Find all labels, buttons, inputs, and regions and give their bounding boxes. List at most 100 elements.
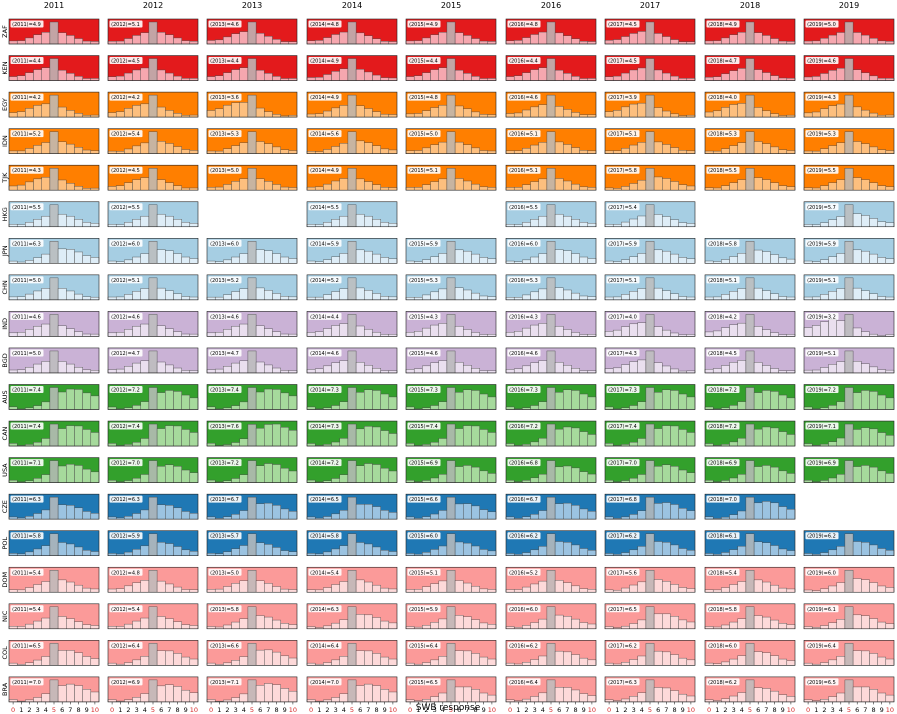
bar-TJK-2016-4 bbox=[538, 178, 548, 191]
bar-KEN-2014-8 bbox=[372, 74, 381, 81]
bar-DOM-2013-10 bbox=[288, 589, 298, 593]
bar-CHN-2014-6 bbox=[355, 287, 365, 301]
bar-NIC-2012-0 bbox=[107, 626, 117, 629]
bar-EGY-2017-7 bbox=[662, 110, 671, 118]
bar-TJK-2014-10 bbox=[388, 187, 398, 191]
panel-EGY-2014: ⟨2014⟩=4.9 bbox=[306, 91, 398, 118]
x-tick-label-2017-10: 10 bbox=[687, 706, 695, 714]
bar-AUS-2014-5 bbox=[347, 387, 357, 410]
bar-HKG-2012-7 bbox=[165, 215, 174, 227]
panel-frame bbox=[306, 566, 398, 593]
bar-CAN-2016-7 bbox=[563, 426, 572, 447]
panel-COL-2015: ⟨2015⟩=6.4 bbox=[405, 640, 497, 666]
bar-CHN-2014-2 bbox=[323, 294, 332, 301]
bar-IDN-2019-10 bbox=[885, 150, 895, 154]
bar-NIC-2014-10 bbox=[388, 622, 398, 630]
panel-frame bbox=[405, 566, 497, 593]
year-header-2016: 2016 bbox=[541, 1, 561, 10]
bar-IDN-2015-8 bbox=[471, 147, 480, 154]
bar-COL-2013-0 bbox=[206, 662, 216, 666]
bar-BGD-2015-4 bbox=[438, 360, 448, 374]
x-tick-label-2016-9: 9 bbox=[582, 706, 586, 714]
bar-ZAF-2012-1 bbox=[115, 40, 125, 45]
bar-CZE-2016-0 bbox=[505, 516, 515, 520]
bar-ZAF-2016-1 bbox=[513, 40, 523, 45]
bar-HKG-2019-7 bbox=[861, 215, 870, 227]
bar-EGY-2014-7 bbox=[364, 108, 373, 118]
bar-JPN-2019-3 bbox=[828, 256, 837, 264]
bar-IDN-2019-3 bbox=[828, 145, 837, 154]
bar-EGY-2015-5 bbox=[446, 94, 456, 118]
panel-frame bbox=[604, 420, 696, 447]
bar-CHN-2015-1 bbox=[413, 297, 423, 301]
bar-KEN-2015-0 bbox=[405, 76, 415, 81]
bar-DOM-2014-6 bbox=[355, 579, 365, 593]
bar-BGD-2018-2 bbox=[721, 365, 730, 374]
bar-CHN-2017-8 bbox=[670, 293, 679, 301]
mean-label-COL-2013: ⟨2013⟩=6.6 bbox=[210, 643, 239, 649]
panel-NIC-2016: ⟨2016⟩=6.0 bbox=[505, 603, 597, 630]
bar-IND-2014-8 bbox=[372, 331, 381, 337]
bar-CAN-2012-6 bbox=[156, 428, 166, 447]
bar-JPN-2016-6 bbox=[554, 249, 564, 264]
bar-DOM-2016-5 bbox=[546, 570, 556, 593]
bar-JPN-2019-2 bbox=[820, 259, 829, 264]
panel-BGD-2011: ⟨2011⟩=5.0 bbox=[8, 347, 100, 374]
panel-frame bbox=[206, 128, 298, 154]
x-tick-label-2015-7: 7 bbox=[465, 706, 469, 714]
bar-CZE-2012-6 bbox=[156, 504, 166, 520]
mean-label-ZAF-2012: ⟨2012⟩=5.1 bbox=[111, 22, 140, 28]
bar-TJK-2018-4 bbox=[737, 179, 747, 191]
bar-CHN-2014-7 bbox=[364, 290, 373, 301]
bar-BGD-2017-2 bbox=[621, 364, 630, 374]
bar-CHN-2011-0 bbox=[8, 296, 18, 301]
panel-DOM-2018: ⟨2018⟩=5.4 bbox=[704, 566, 796, 593]
bar-IND-2014-7 bbox=[364, 328, 373, 337]
bar-BGD-2014-6 bbox=[355, 361, 365, 374]
panel-CAN-2014: ⟨2014⟩=7.3 bbox=[306, 420, 398, 447]
panel-DOM-2017: ⟨2017⟩=5.6 bbox=[604, 566, 696, 593]
bar-USA-2018-6 bbox=[753, 466, 763, 483]
bar-IND-2016-10 bbox=[587, 334, 597, 337]
panel-POL-2019: ⟨2019⟩=6.2 bbox=[803, 530, 895, 557]
bar-CZE-2012-4 bbox=[140, 509, 150, 520]
mean-label-CZE-2011: ⟨2011⟩=6.3 bbox=[12, 497, 41, 503]
bar-POL-2014-0 bbox=[306, 553, 316, 556]
bar-DOM-2013-5 bbox=[247, 570, 257, 593]
bar-BRA-2012-4 bbox=[140, 693, 150, 703]
bar-DOM-2011-2 bbox=[25, 587, 34, 593]
country-label-CAN: CAN bbox=[1, 426, 9, 440]
bar-ZAF-2019-0 bbox=[803, 40, 813, 45]
bar-EGY-2013-5 bbox=[247, 94, 257, 118]
bar-IDN-2012-9 bbox=[181, 149, 191, 154]
bar-KEN-2013-8 bbox=[272, 76, 281, 81]
bar-CAN-2018-9 bbox=[778, 431, 788, 447]
bar-CHN-2014-4 bbox=[339, 288, 349, 301]
mean-label-box bbox=[706, 239, 740, 247]
bar-CZE-2016-8 bbox=[571, 504, 580, 520]
bar-BGD-2015-8 bbox=[471, 368, 480, 374]
bar-IND-2013-9 bbox=[280, 333, 290, 337]
bar-ZAF-2017-5 bbox=[645, 21, 655, 45]
bar-NIC-2012-3 bbox=[132, 620, 141, 630]
bar-AUS-2013-9 bbox=[280, 392, 290, 410]
bar-ZAF-2016-7 bbox=[563, 35, 572, 45]
bar-POL-2018-5 bbox=[745, 533, 755, 556]
bar-POL-2016-0 bbox=[505, 553, 515, 556]
x-tick-label-2012-4: 4 bbox=[143, 706, 147, 714]
panel-CAN-2019: ⟨2019⟩=7.1 bbox=[803, 420, 895, 447]
bar-IND-2017-7 bbox=[662, 329, 671, 337]
bar-EGY-2012-5 bbox=[148, 94, 158, 118]
bar-TJK-2015-3 bbox=[430, 181, 439, 191]
panel-frame bbox=[604, 603, 696, 630]
mean-label-KEN-2011: ⟨2011⟩=4.4 bbox=[12, 59, 41, 65]
bar-POL-2012-7 bbox=[165, 543, 174, 556]
panel-BGD-2019: ⟨2019⟩=5.1 bbox=[803, 347, 895, 374]
bar-COL-2016-3 bbox=[530, 659, 539, 666]
bar-TJK-2017-3 bbox=[629, 183, 638, 191]
bar-HKG-2012-8 bbox=[173, 219, 182, 227]
bar-USA-2011-0 bbox=[8, 479, 18, 483]
panel-frame bbox=[306, 201, 398, 228]
x-tick-label-2018-5: 5 bbox=[748, 706, 752, 714]
bar-BRA-2014-8 bbox=[372, 685, 381, 703]
